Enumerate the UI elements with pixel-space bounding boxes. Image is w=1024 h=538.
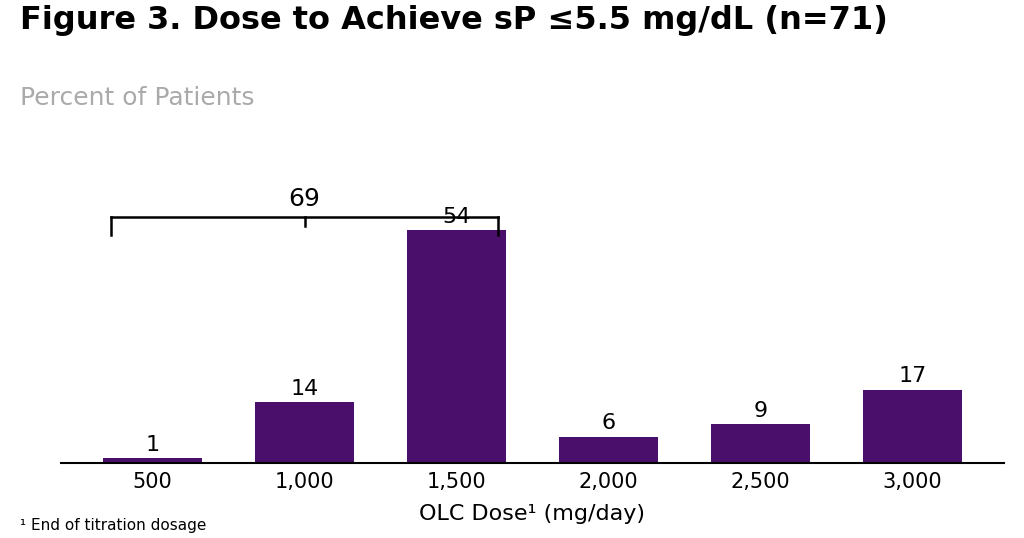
Bar [103, 458, 202, 463]
Text: 1: 1 [145, 435, 160, 455]
Bar [863, 390, 962, 463]
Text: 9: 9 [754, 400, 767, 421]
Text: 6: 6 [601, 413, 615, 434]
Bar [559, 437, 657, 463]
Bar [255, 402, 354, 463]
Text: 69: 69 [289, 187, 321, 211]
X-axis label: OLC Dose¹ (mg/day): OLC Dose¹ (mg/day) [420, 504, 645, 523]
Text: 54: 54 [442, 207, 471, 227]
Bar [408, 230, 506, 463]
Bar [711, 424, 810, 463]
Text: Percent of Patients: Percent of Patients [20, 86, 255, 110]
Text: 14: 14 [291, 379, 318, 399]
Text: Figure 3. Dose to Achieve sP ≤5.5 mg/dL (n=71): Figure 3. Dose to Achieve sP ≤5.5 mg/dL … [20, 5, 889, 37]
Text: ¹ End of titration dosage: ¹ End of titration dosage [20, 518, 207, 533]
Text: 17: 17 [898, 366, 927, 386]
